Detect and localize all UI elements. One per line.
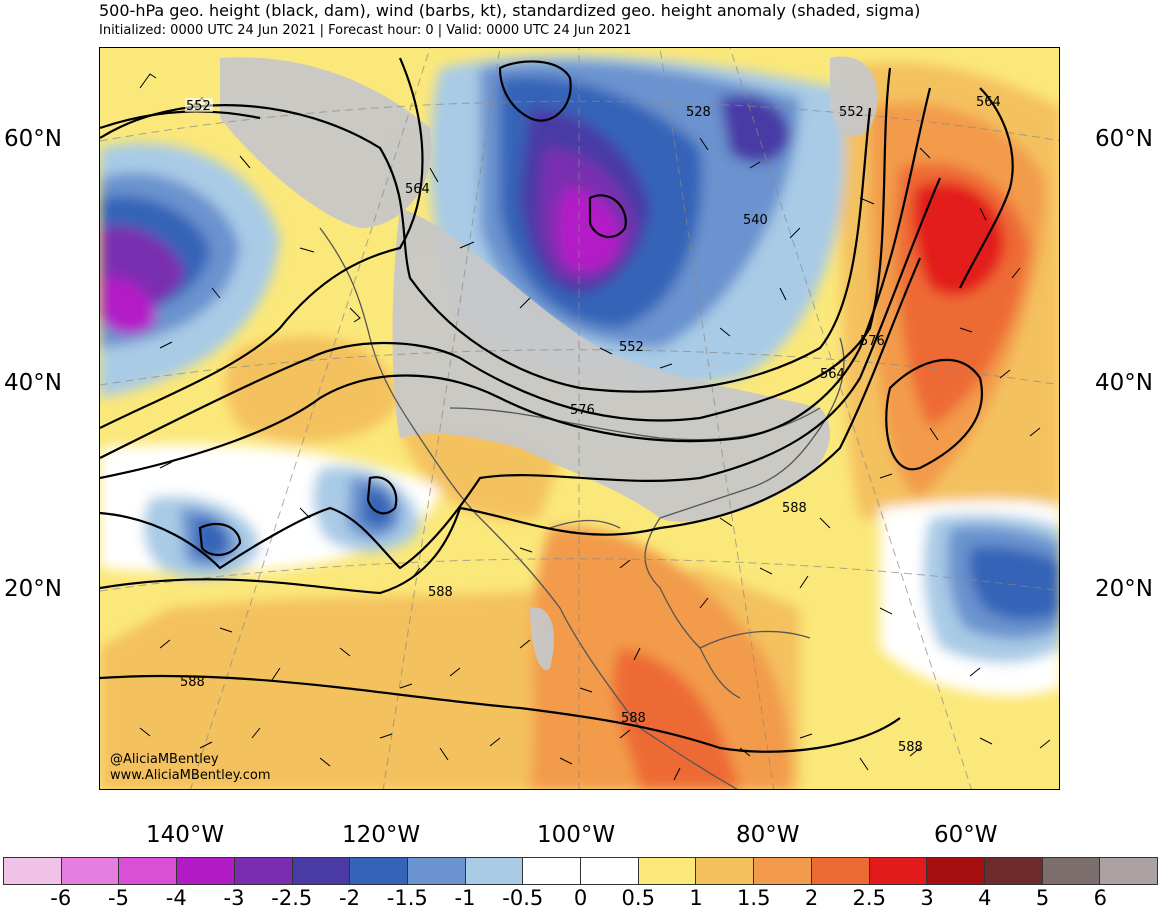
colorbar-swatch [350, 858, 408, 884]
contour-label: 552 [839, 105, 864, 120]
contour-label: 564 [405, 182, 430, 197]
contour-label: 588 [180, 675, 205, 690]
colorbar-tick-label: 3 [920, 886, 934, 910]
colorbar-tick-label: 0.5 [621, 886, 655, 910]
lat-label-40n-left: 40°N [4, 370, 62, 396]
colorbar-swatch [465, 858, 524, 884]
colorbar-tick-label: 1.5 [737, 886, 771, 910]
colorbar-swatch [811, 858, 870, 884]
colorbar-tick-label: 6 [1093, 886, 1107, 910]
contour-label: 588 [782, 501, 807, 516]
wind-barbs [139, 73, 1051, 781]
credit-website: www.AliciaMBentley.com [110, 768, 271, 783]
colorbar-tick-label: 5 [1035, 886, 1050, 910]
colorbar-swatch [581, 858, 639, 884]
colorbar-tick-label: 1 [689, 886, 703, 910]
colorbar-tick-label: -1.5 [386, 886, 428, 910]
colorbar-swatch [984, 858, 1043, 884]
colorbar-swatch [869, 858, 928, 884]
map-canvas: 552 528 552 564 540 564 552 576 564 576 … [100, 48, 1059, 789]
colorbar-tick-label: -2 [339, 886, 360, 910]
contour-label: 552 [186, 99, 211, 114]
contour-label: 540 [743, 213, 768, 228]
colorbar-swatch [4, 858, 62, 884]
lat-label-20n-right: 20°N [1095, 576, 1153, 602]
colorbar-swatch [177, 858, 235, 884]
colorbar-swatch [696, 858, 755, 884]
contour-label: 528 [686, 105, 711, 120]
colorbar [3, 857, 1158, 885]
lon-label-80w: 80°W [736, 822, 800, 848]
contour-label-group: 552 528 552 564 540 564 552 576 564 576 … [180, 95, 1001, 755]
lat-label-40n-right: 40°N [1095, 370, 1153, 396]
colorbar-tick-label: -2.5 [271, 886, 313, 910]
map-subtitle: Initialized: 0000 UTC 24 Jun 2021 | Fore… [99, 23, 632, 38]
colorbar-swatch [1042, 858, 1101, 884]
colorbar-tick-label: -6 [50, 886, 72, 910]
colorbar-swatch [407, 858, 466, 884]
colorbar-swatch [638, 858, 697, 884]
colorbar-swatch [1100, 858, 1158, 884]
colorbar-tick-label: -1 [454, 886, 476, 910]
map-title: 500-hPa geo. height (black, dam), wind (… [99, 1, 921, 20]
colorbar-tick-label: 4 [978, 886, 992, 910]
colorbar-tick-label: 0 [573, 886, 588, 910]
colorbar-swatch [292, 858, 351, 884]
contour-label: 588 [898, 740, 923, 755]
colorbar-swatch [119, 858, 178, 884]
colorbar-swatch [523, 858, 582, 884]
lon-label-140w: 140°W [146, 822, 225, 848]
lon-label-120w: 120°W [342, 822, 421, 848]
colorbar-tick-label: -0.5 [502, 886, 544, 910]
contour-label: 552 [619, 340, 644, 355]
contour-label: 576 [860, 334, 885, 349]
colorbar-tick-label: -5 [108, 886, 129, 910]
contour-label: 564 [976, 95, 1001, 110]
colorbar-swatch [234, 858, 293, 884]
lon-label-100w: 100°W [537, 822, 616, 848]
lat-label-60n-left: 60°N [4, 126, 62, 152]
colorbar-tick-label: -4 [165, 886, 187, 910]
colorbar-tick-label: 2 [804, 886, 819, 910]
colorbar-tick-label: -3 [223, 886, 245, 910]
contour-label: 588 [428, 585, 453, 600]
contour-label: 576 [570, 403, 595, 418]
credit-handle: @AliciaMBentley [110, 752, 219, 767]
colorbar-swatch [927, 858, 985, 884]
contour-label: 588 [621, 711, 646, 726]
colorbar-tick-label: 2.5 [852, 886, 886, 910]
map-panel: 552 528 552 564 540 564 552 576 564 576 … [99, 47, 1060, 790]
colorbar-swatch [754, 858, 812, 884]
height-contours [100, 57, 1014, 753]
lat-label-60n-right: 60°N [1095, 126, 1153, 152]
lon-label-60w: 60°W [934, 822, 998, 848]
colorbar-swatch [61, 858, 120, 884]
lat-label-20n-left: 20°N [4, 576, 62, 602]
contour-label: 564 [820, 367, 845, 382]
